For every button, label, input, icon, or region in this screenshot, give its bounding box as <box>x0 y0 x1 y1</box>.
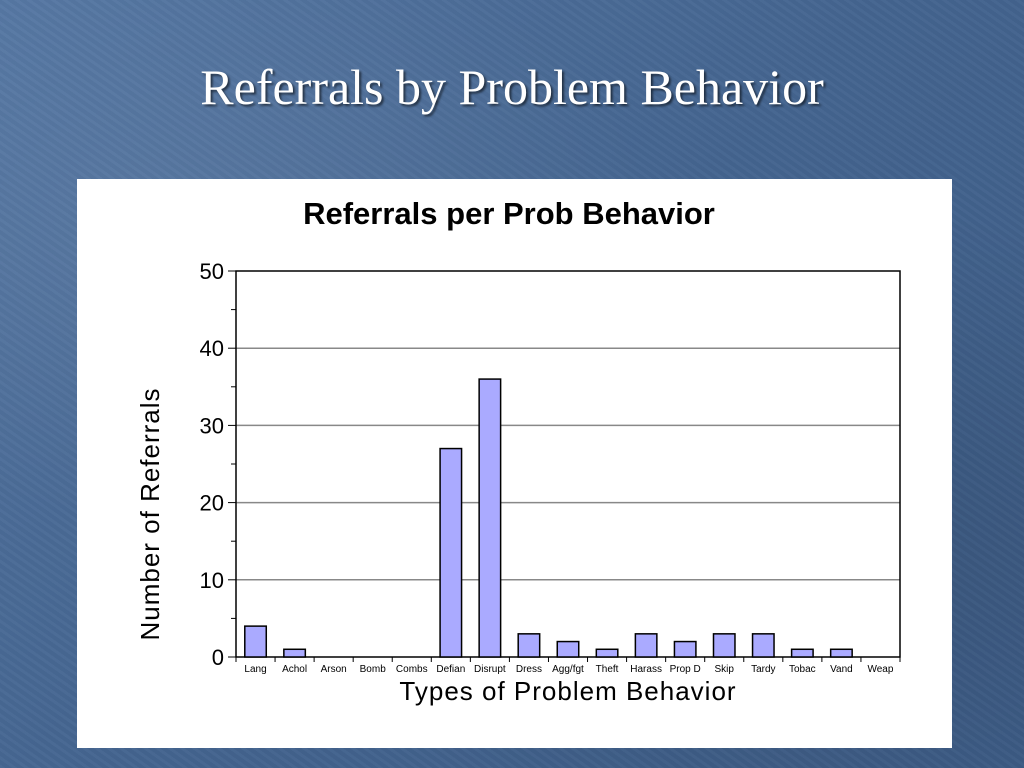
x-axis-label: Types of Problem Behavior <box>399 676 736 706</box>
x-tick-label: Prop D <box>670 664 701 675</box>
x-tick-label: Harass <box>630 664 662 675</box>
bar-skip <box>712 633 736 658</box>
bars <box>244 378 853 658</box>
x-tick-label: Agg/fgt <box>552 664 584 675</box>
bar-theft <box>595 648 619 658</box>
bar-vand <box>829 648 853 658</box>
x-tick-label: Dress <box>516 664 542 675</box>
bar-defian <box>439 447 463 658</box>
bar-disrupt <box>478 378 502 658</box>
x-tick-label: Defian <box>436 664 465 675</box>
axis-ticks <box>228 270 901 662</box>
x-tick-label: Disrupt <box>474 664 506 675</box>
y-tick-labels: 0 10 20 30 40 50 <box>200 259 224 670</box>
bar-agg-fgt <box>556 640 580 658</box>
x-tick-label: Theft <box>596 664 619 675</box>
x-tick-labels: Lang Achol Arson Bomb Combs Defian Disrupt Dres… <box>244 664 893 675</box>
y-tick-label: 0 <box>212 645 224 670</box>
plot-area <box>235 270 901 658</box>
x-tick-label: Skip <box>715 664 735 675</box>
y-axis-label: Number of Referrals <box>135 387 165 640</box>
chart-title: Referrals per Prob Behavior <box>303 196 715 231</box>
x-tick-label: Bomb <box>360 664 387 675</box>
bar-tardy <box>751 633 775 658</box>
x-tick-label: Weap <box>867 664 893 675</box>
x-tick-label: Lang <box>244 664 266 675</box>
chart-panel: Referrals per Prob Behavior 0 10 20 30 40 50 … <box>77 179 952 748</box>
y-tick-label: 40 <box>200 336 224 361</box>
x-tick-label: Combs <box>396 664 428 675</box>
x-tick-label: Tardy <box>751 664 775 675</box>
bar-lang <box>244 625 268 658</box>
bar-harass <box>634 633 658 658</box>
bar-chart: Referrals per Prob Behavior 01020304050 … <box>135 196 901 706</box>
bar-achol <box>283 648 307 658</box>
y-tick-label: 50 <box>200 259 224 284</box>
bar-tobac <box>790 648 814 658</box>
x-tick-label: Tobac <box>789 664 816 675</box>
grid-lines <box>236 347 900 581</box>
bar-prop-d <box>673 640 697 658</box>
y-tick-label: 30 <box>200 413 224 438</box>
x-tick-label: Arson <box>321 664 347 675</box>
y-tick-label: 10 <box>200 568 224 593</box>
bar-dress <box>517 633 541 658</box>
slide-title: Referrals by Problem Behavior <box>200 59 824 115</box>
y-tick-label: 20 <box>200 491 224 516</box>
x-tick-label: Achol <box>282 664 307 675</box>
x-tick-label: Vand <box>830 664 853 675</box>
